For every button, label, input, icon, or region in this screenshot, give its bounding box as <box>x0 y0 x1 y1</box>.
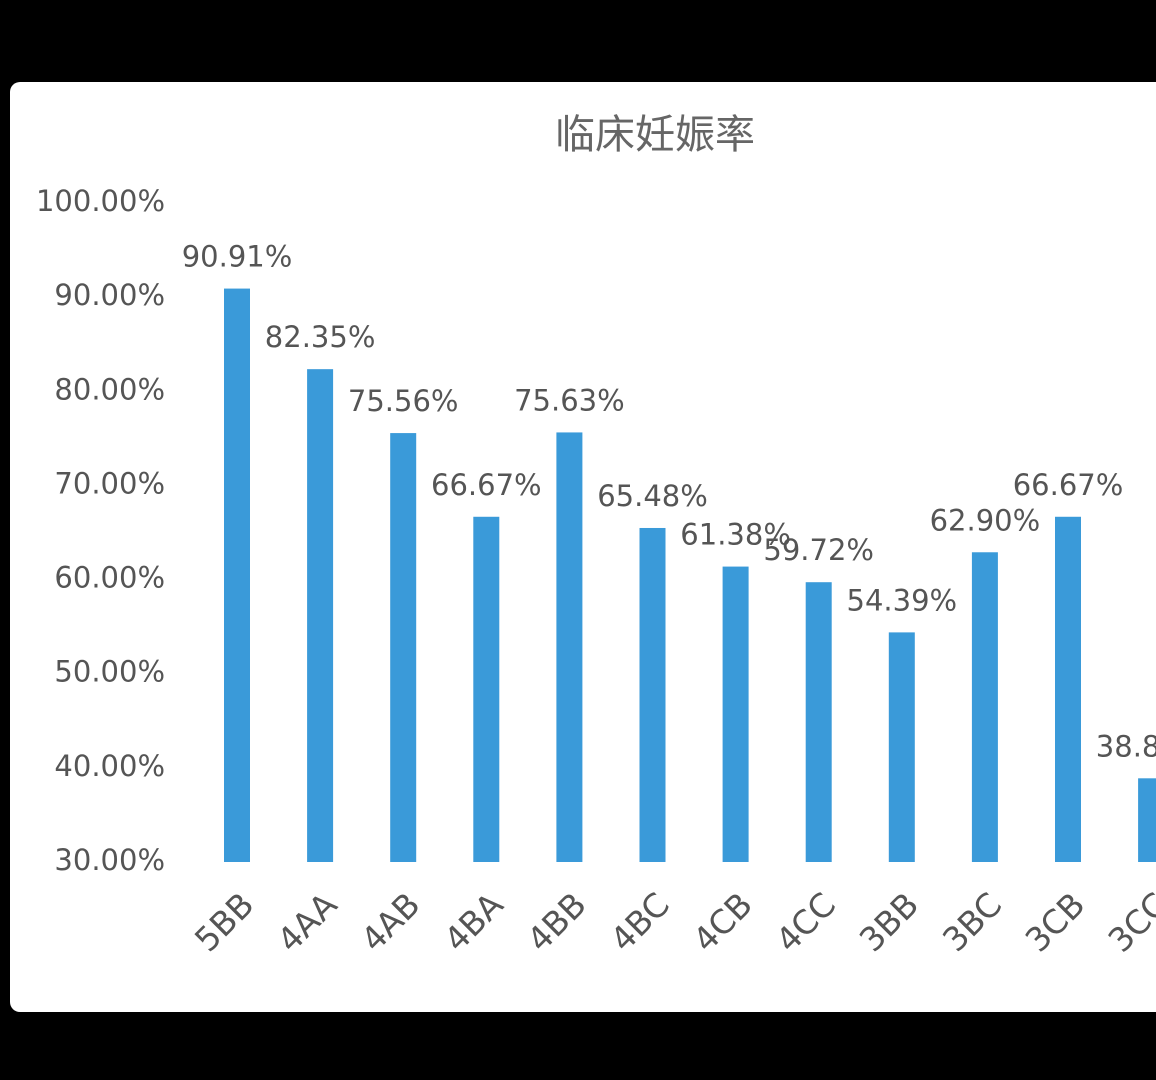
data-label: 66.67% <box>1013 468 1124 502</box>
chart-panel <box>10 82 1156 1012</box>
bar <box>639 527 666 862</box>
bar <box>722 566 749 862</box>
y-tick-label: 70.00% <box>54 466 165 500</box>
bar <box>390 433 417 862</box>
y-tick-label: 100.00% <box>36 184 165 218</box>
data-label: 61.38% <box>680 518 791 552</box>
y-tick-label: 30.00% <box>54 843 165 877</box>
data-label: 82.35% <box>265 320 376 354</box>
y-tick-label: 40.00% <box>54 749 165 783</box>
bar <box>556 432 583 862</box>
bar <box>473 516 500 862</box>
data-label: 75.56% <box>348 384 459 418</box>
bar <box>307 369 334 862</box>
bar <box>224 288 250 862</box>
bar <box>805 582 832 862</box>
data-label: 54.39% <box>847 583 958 617</box>
chart-title: 临床妊娠率 <box>555 112 755 158</box>
data-label: 66.67% <box>431 468 542 502</box>
bar <box>1138 778 1156 862</box>
y-tick-label: 60.00% <box>54 561 165 595</box>
y-tick-label: 50.00% <box>54 655 165 689</box>
bar <box>888 632 915 862</box>
data-label: 90.91% <box>182 240 293 274</box>
y-tick-label: 80.00% <box>54 372 165 406</box>
data-label: 75.63% <box>514 383 625 417</box>
data-label: 65.48% <box>597 479 708 513</box>
data-label: 62.90% <box>930 503 1041 537</box>
data-label: 38.89% <box>1096 729 1156 763</box>
bar <box>1055 516 1081 862</box>
data-label: 59.72% <box>763 533 874 567</box>
bar <box>971 552 998 862</box>
y-tick-label: 90.00% <box>54 278 165 312</box>
